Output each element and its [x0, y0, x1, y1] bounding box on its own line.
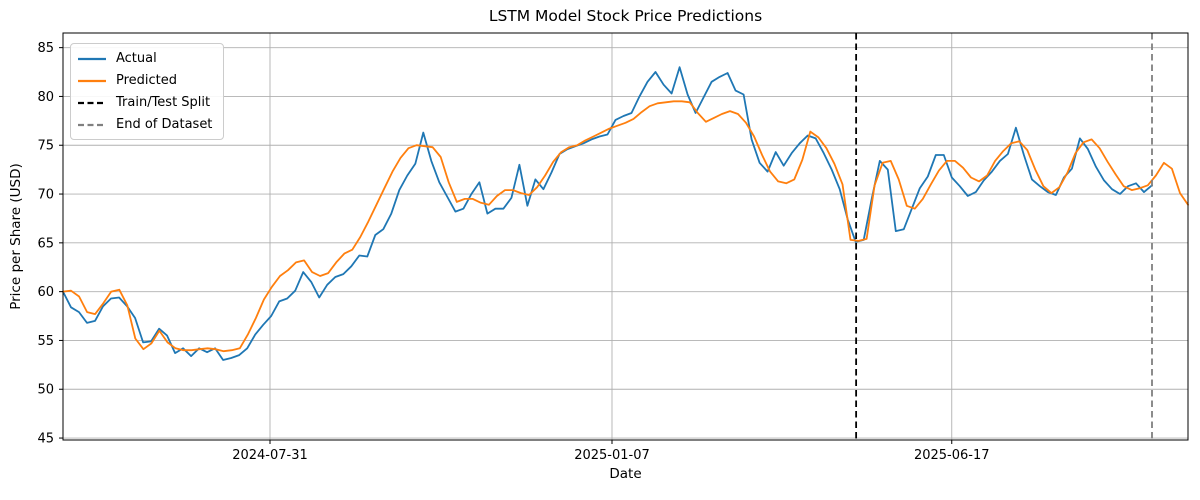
y-tick-label: 65 [37, 236, 54, 251]
legend-label-actual: Actual [116, 51, 157, 66]
x-tick-label: 2024-07-31 [232, 448, 308, 463]
y-tick-label: 75 [37, 139, 54, 154]
x-tick-label: 2025-06-17 [914, 448, 990, 463]
x-tick-label: 2025-01-07 [574, 448, 650, 463]
y-tick-label: 50 [37, 383, 54, 398]
train-test-split-line-swatch [78, 101, 106, 104]
legend-label-train-test-split: Train/Test Split [116, 95, 211, 110]
legend: Actual Predicted Train/Test Split End of… [70, 43, 224, 140]
y-tick-label: 80 [37, 90, 54, 105]
end-of-dataset-line-swatch [78, 123, 106, 126]
series-line-predicted [62, 100, 1189, 353]
legend-item-predicted: Predicted [78, 73, 213, 88]
predicted-line-swatch [78, 79, 106, 82]
y-tick-label: 60 [37, 285, 54, 300]
y-tick-label: 55 [37, 334, 54, 349]
actual-line-swatch [78, 57, 106, 60]
chart-title: LSTM Model Stock Price Predictions [489, 7, 762, 25]
legend-item-end-of-dataset: End of Dataset [78, 117, 213, 132]
legend-item-train-test-split: Train/Test Split [78, 95, 213, 110]
series-line-actual [62, 66, 1153, 361]
y-tick-label: 45 [37, 432, 54, 447]
y-tick-label: 70 [37, 188, 54, 203]
legend-label-predicted: Predicted [116, 73, 178, 88]
legend-item-actual: Actual [78, 51, 213, 66]
y-axis-label: Price per Share (USD) [8, 163, 24, 310]
y-tick-label: 85 [37, 41, 54, 56]
legend-label-end-of-dataset: End of Dataset [116, 117, 213, 132]
plot-border [62, 32, 1189, 441]
x-axis-label: Date [609, 466, 641, 482]
